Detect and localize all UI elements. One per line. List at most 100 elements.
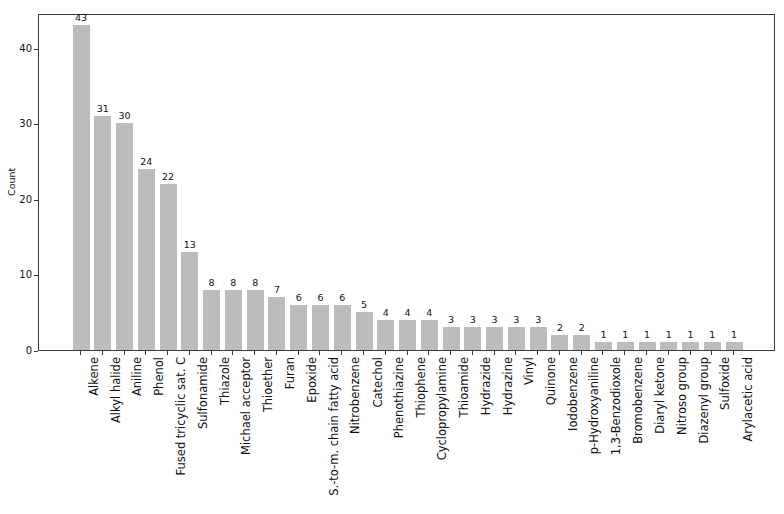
bar-18 (464, 327, 481, 350)
x-tick-mark (559, 351, 560, 355)
bar-17 (443, 327, 460, 350)
y-tick-mark (34, 351, 38, 352)
bar-value-label: 1 (719, 330, 749, 340)
x-tick-label: p-Hydroxyaniline (588, 357, 602, 454)
bar-7 (225, 290, 242, 350)
x-tick-label: Sulfonamide (196, 357, 210, 429)
x-tick-label: Sulfoxide (718, 357, 732, 410)
x-tick-mark (733, 351, 734, 355)
x-tick-mark (494, 351, 495, 355)
x-tick-mark (450, 351, 451, 355)
x-tick-mark (515, 351, 516, 355)
bar-6 (203, 290, 220, 350)
bar-12 (334, 305, 351, 350)
x-tick-mark (385, 351, 386, 355)
x-tick-mark (428, 351, 429, 355)
x-tick-label: Vinyl (522, 357, 536, 385)
x-tick-mark (602, 351, 603, 355)
y-tick-mark (34, 49, 38, 50)
x-tick-label: Hydrazine (501, 357, 515, 415)
x-tick-mark (711, 351, 712, 355)
bar-15 (399, 320, 416, 350)
y-tick-mark (34, 124, 38, 125)
x-tick-label: Bromobenzene (631, 357, 645, 444)
x-tick-mark (690, 351, 691, 355)
x-tick-mark (537, 351, 538, 355)
x-tick-label: Thiazole (218, 357, 232, 405)
bar-chart-figure: Count 4331302422138887666544433333221111… (0, 0, 784, 514)
x-tick-label: Furan (283, 357, 297, 389)
bar-29 (704, 342, 721, 350)
x-tick-mark (167, 351, 168, 355)
x-tick-label: Hydrazide (479, 357, 493, 415)
x-tick-mark (80, 351, 81, 355)
x-tick-label: Arylacetic acid (740, 357, 754, 442)
bar-5 (181, 252, 198, 350)
y-tick-label: 30 (6, 118, 32, 130)
x-tick-label: Phenol (152, 357, 166, 396)
plot-area: 4331302422138887666544433333221111111 (38, 14, 775, 351)
x-tick-mark (145, 351, 146, 355)
bar-10 (290, 305, 307, 350)
x-tick-mark (189, 351, 190, 355)
bar-value-label: 24 (131, 157, 161, 167)
bar-20 (508, 327, 525, 350)
x-tick-label: Alkene (87, 357, 101, 396)
x-tick-mark (102, 351, 103, 355)
y-tick-label: 0 (6, 345, 32, 357)
x-tick-mark (363, 351, 364, 355)
y-tick-label: 20 (6, 194, 32, 206)
bar-8 (247, 290, 264, 350)
x-tick-label: Epoxide (305, 357, 319, 403)
x-tick-label: 1,3-Benzodioxole (609, 357, 623, 455)
bar-4 (160, 184, 177, 350)
bar-22 (551, 335, 568, 350)
bar-value-label: 43 (66, 13, 96, 23)
x-tick-mark (341, 351, 342, 355)
x-tick-label: Diaryl ketone (653, 357, 667, 434)
x-tick-mark (319, 351, 320, 355)
x-tick-label: Michael acceptor (239, 357, 253, 455)
y-tick-label: 10 (6, 269, 32, 281)
x-tick-mark (254, 351, 255, 355)
x-tick-mark (124, 351, 125, 355)
x-tick-label: Catechol (370, 357, 384, 408)
x-tick-label: Quinone (544, 357, 558, 405)
x-tick-label: Nitroso group (675, 357, 689, 435)
x-tick-mark (624, 351, 625, 355)
bar-3 (138, 169, 155, 350)
bar-28 (682, 342, 699, 350)
bar-11 (312, 305, 329, 350)
x-tick-label: Cyclopropylamine (435, 357, 449, 460)
x-tick-label: Fused tricyclic sat. C (174, 357, 188, 475)
bar-26 (639, 342, 656, 350)
y-tick-label: 40 (6, 43, 32, 55)
bar-25 (617, 342, 634, 350)
bar-value-label: 13 (175, 240, 205, 250)
bar-0 (73, 25, 90, 350)
x-tick-mark (276, 351, 277, 355)
x-tick-label: Nitrobenzene (348, 357, 362, 434)
bar-1 (94, 116, 111, 350)
bar-24 (595, 342, 612, 350)
bar-9 (268, 297, 285, 350)
x-tick-mark (668, 351, 669, 355)
bar-19 (486, 327, 503, 350)
bar-14 (377, 320, 394, 350)
x-tick-mark (646, 351, 647, 355)
x-tick-label: Thiophene (414, 357, 428, 418)
x-tick-mark (211, 351, 212, 355)
x-tick-label: Aniline (131, 357, 145, 396)
x-tick-label: Iodobenzene (566, 357, 580, 431)
x-tick-label: Diazenyl group (697, 357, 711, 444)
x-tick-label: S.-to-m. chain fatty acid (326, 357, 340, 496)
x-tick-label: Phenothiazine (392, 357, 406, 438)
bar-27 (660, 342, 677, 350)
y-axis-title: Count (6, 168, 17, 196)
y-tick-mark (34, 275, 38, 276)
x-tick-mark (298, 351, 299, 355)
y-tick-mark (34, 200, 38, 201)
x-tick-label: Thioether (261, 357, 275, 412)
x-tick-label: Alkyl halide (109, 357, 123, 423)
x-tick-mark (472, 351, 473, 355)
